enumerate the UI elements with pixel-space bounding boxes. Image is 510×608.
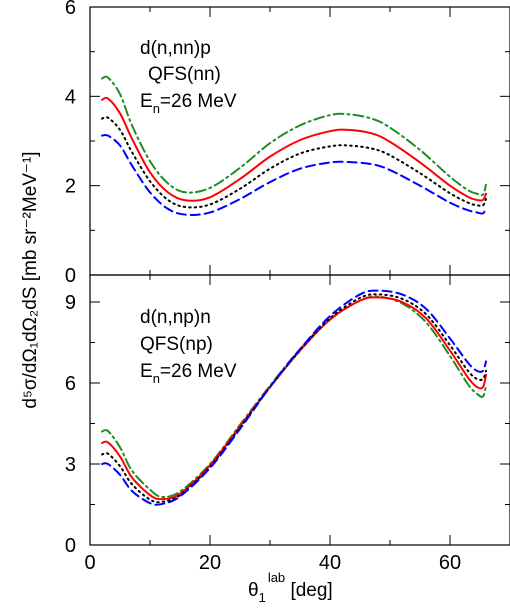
bottom-annotation-qfs: QFS(np) [140, 334, 213, 355]
y-axis-title: d⁵σ/dΩ₁dΩ₂dS [mb sr⁻²MeV⁻¹] [20, 151, 41, 408]
top-energy-symbol: E [140, 91, 153, 112]
top-y-tick-label: 0 [65, 265, 76, 287]
top-series-dash-dot [101, 75, 487, 197]
top-series-solid [101, 96, 487, 202]
top-annotation-energy: En=26 MeV [140, 91, 237, 116]
bottom-y-tick-label: 0 [65, 535, 76, 557]
bottom-panel: 0 20 40 60 0 3 6 9 d(n,np)n QFS(np) En=26 MeV [65, 274, 510, 574]
top-energy-value: =26 MeV [160, 91, 237, 112]
bottom-series-dashed [101, 289, 487, 506]
bottom-y-tick-label: 6 [65, 373, 76, 395]
top-curves [101, 75, 487, 216]
x-axis-title: θ1lab [deg] [248, 570, 333, 605]
top-annotation-qfs: QFS(nn) [148, 64, 221, 85]
bottom-y-tick-label: 9 [65, 292, 76, 314]
x-tick-label: 40 [319, 552, 341, 574]
x-axis-theta: θ [248, 580, 259, 601]
bottom-ticks: 0 20 40 60 0 3 6 9 [65, 275, 510, 574]
bottom-energy-value: =26 MeV [160, 361, 237, 382]
x-tick-label: 20 [199, 552, 221, 574]
top-y-tick-label: 6 [65, 0, 76, 19]
bottom-y-tick-label: 3 [65, 454, 76, 476]
bottom-annotation-reaction: d(n,np)n [140, 307, 211, 328]
bottom-curves [101, 289, 487, 506]
bottom-energy-subscript: n [153, 371, 160, 386]
top-annotation-reaction: d(n,nn)p [140, 38, 211, 59]
top-ticks: 0 2 4 6 [65, 0, 510, 287]
top-energy-subscript: n [153, 101, 160, 116]
top-y-tick-label: 4 [65, 86, 76, 108]
top-series-dashed [101, 133, 487, 216]
top-y-tick-label: 2 [65, 176, 76, 198]
top-panel: 0 2 4 6 d(n,nn)p QFS(nn) En=26 MeV [65, 0, 510, 287]
bottom-energy-symbol: E [140, 361, 153, 382]
x-tick-label: 60 [439, 552, 461, 574]
x-axis-unit: [deg] [285, 580, 333, 601]
bottom-annotation-energy: En=26 MeV [140, 361, 237, 386]
bottom-plot-frame [89, 274, 510, 546]
x-axis-superscript: lab [268, 570, 285, 585]
top-series-dotted [101, 116, 487, 209]
x-axis-subscript: 1 [259, 590, 266, 605]
x-tick-label: 0 [84, 552, 95, 574]
